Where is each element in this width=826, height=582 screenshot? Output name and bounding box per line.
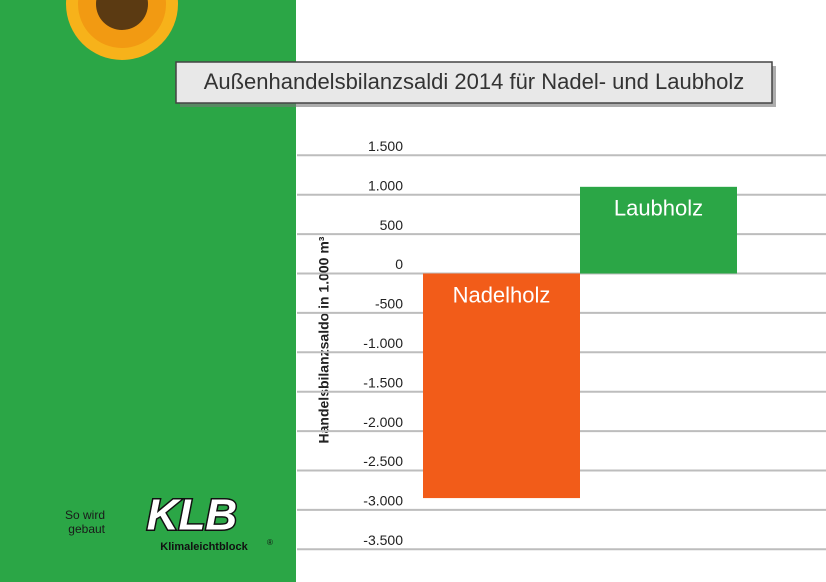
y-axis-label: Handelsbilanzsaldo in 1.000 m³ [316, 236, 332, 443]
registered-mark: ® [267, 538, 273, 547]
sunflower [66, 0, 178, 60]
bar [423, 273, 580, 499]
logo-subtitle: Klimaleichtblock [160, 541, 248, 553]
category-label: Nadelholz [453, 282, 551, 307]
logo: So wird gebaut KLB Klimaleichtblock ® [65, 489, 273, 553]
y-tick-label: -2.500 [363, 453, 403, 469]
y-tick-label: 1.000 [368, 177, 403, 193]
y-tick-label: 1.500 [368, 138, 403, 154]
title-box [175, 61, 773, 104]
y-tick-label: -500 [375, 296, 403, 312]
y-tick-label: -3.500 [363, 532, 403, 548]
bar [580, 186, 737, 274]
y-tick-label: -1.500 [363, 374, 403, 390]
slogan: So wird [65, 508, 105, 522]
y-tick-label: 500 [380, 217, 404, 233]
chart-title: Außenhandelsbilanzsaldi 2014 für Nadel- … [204, 69, 745, 94]
slogan: gebaut [68, 522, 105, 536]
y-tick-label: -1.000 [363, 335, 403, 351]
category-label: Laubholz [614, 196, 703, 221]
y-tick-label: -2.000 [363, 414, 403, 430]
y-tick-label: -3.000 [363, 493, 403, 509]
y-tick-label: 0 [395, 256, 403, 272]
logo-text: KLB [147, 491, 237, 540]
